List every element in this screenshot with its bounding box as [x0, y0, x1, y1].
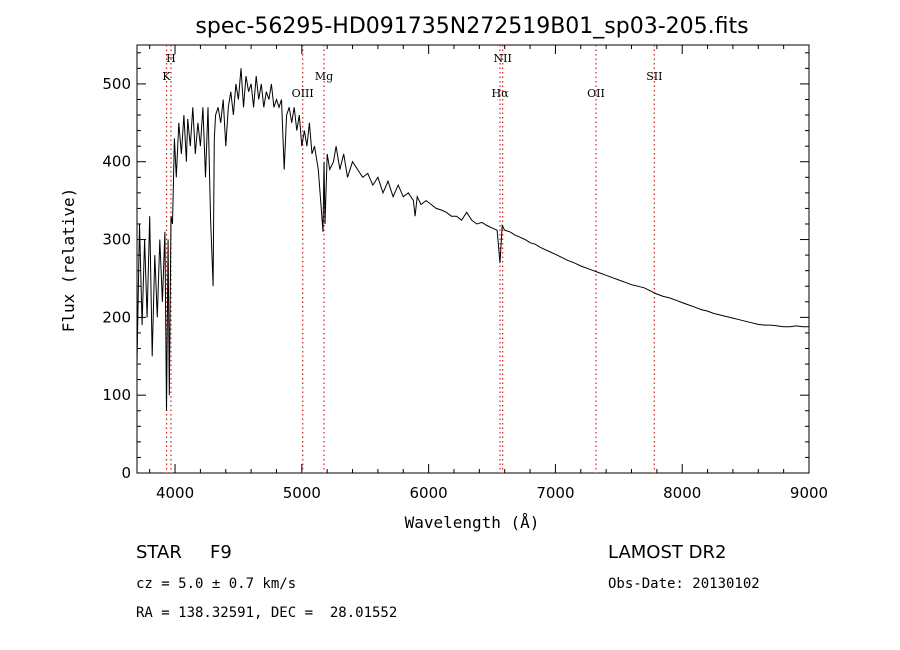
marker-label-NII: NII	[494, 52, 512, 65]
chart-title: spec-56295-HD091735N272519B01_sp03-205.f…	[195, 14, 748, 39]
y-tick-label: 0	[121, 464, 131, 482]
x-tick-label: 5000	[283, 484, 321, 502]
y-tick-label: 300	[102, 231, 131, 249]
marker-label-K: K	[162, 70, 171, 83]
spectral-line-markers	[165, 45, 655, 473]
marker-label-SII: SII	[646, 70, 662, 83]
plot-frame	[136, 44, 810, 474]
marker-label-OII: OII	[587, 87, 605, 100]
marker-label-Hα: Hα	[491, 87, 509, 100]
velocity-readout: cz = 5.0 ± 0.7 km/s	[136, 576, 297, 592]
x-tick-label: 7000	[536, 484, 574, 502]
x-tick-label: 8000	[663, 484, 701, 502]
y-axis-label: Flux (relative)	[59, 188, 78, 333]
marker-label-Mg: Mg	[315, 70, 333, 83]
x-tick-label: 6000	[410, 484, 448, 502]
object-subclass: F9	[210, 542, 232, 563]
x-axis-label: Wavelength (Å)	[405, 513, 540, 532]
y-tick-label: 400	[102, 153, 131, 171]
survey-name: LAMOST DR2	[608, 542, 727, 563]
y-tick-label: 500	[102, 75, 131, 93]
marker-label-OIII: OIII	[292, 87, 314, 100]
coordinates-readout: RA = 138.32591, DEC = 28.01552	[136, 605, 398, 621]
y-tick-label: 200	[102, 308, 131, 326]
marker-label-H: H	[166, 52, 176, 65]
x-tick-label: 4000	[156, 484, 194, 502]
y-tick-label: 100	[102, 386, 131, 404]
x-axis-ticks: 4000 5000 6000 7000 8000 9000	[149, 45, 828, 502]
y-axis-ticks: 0 100 200 300 400 500	[102, 52, 809, 482]
object-class: STAR	[136, 542, 182, 563]
obs-date: Obs-Date: 20130102	[608, 576, 760, 592]
x-tick-label: 9000	[790, 484, 828, 502]
spectrum-line	[136, 68, 809, 411]
